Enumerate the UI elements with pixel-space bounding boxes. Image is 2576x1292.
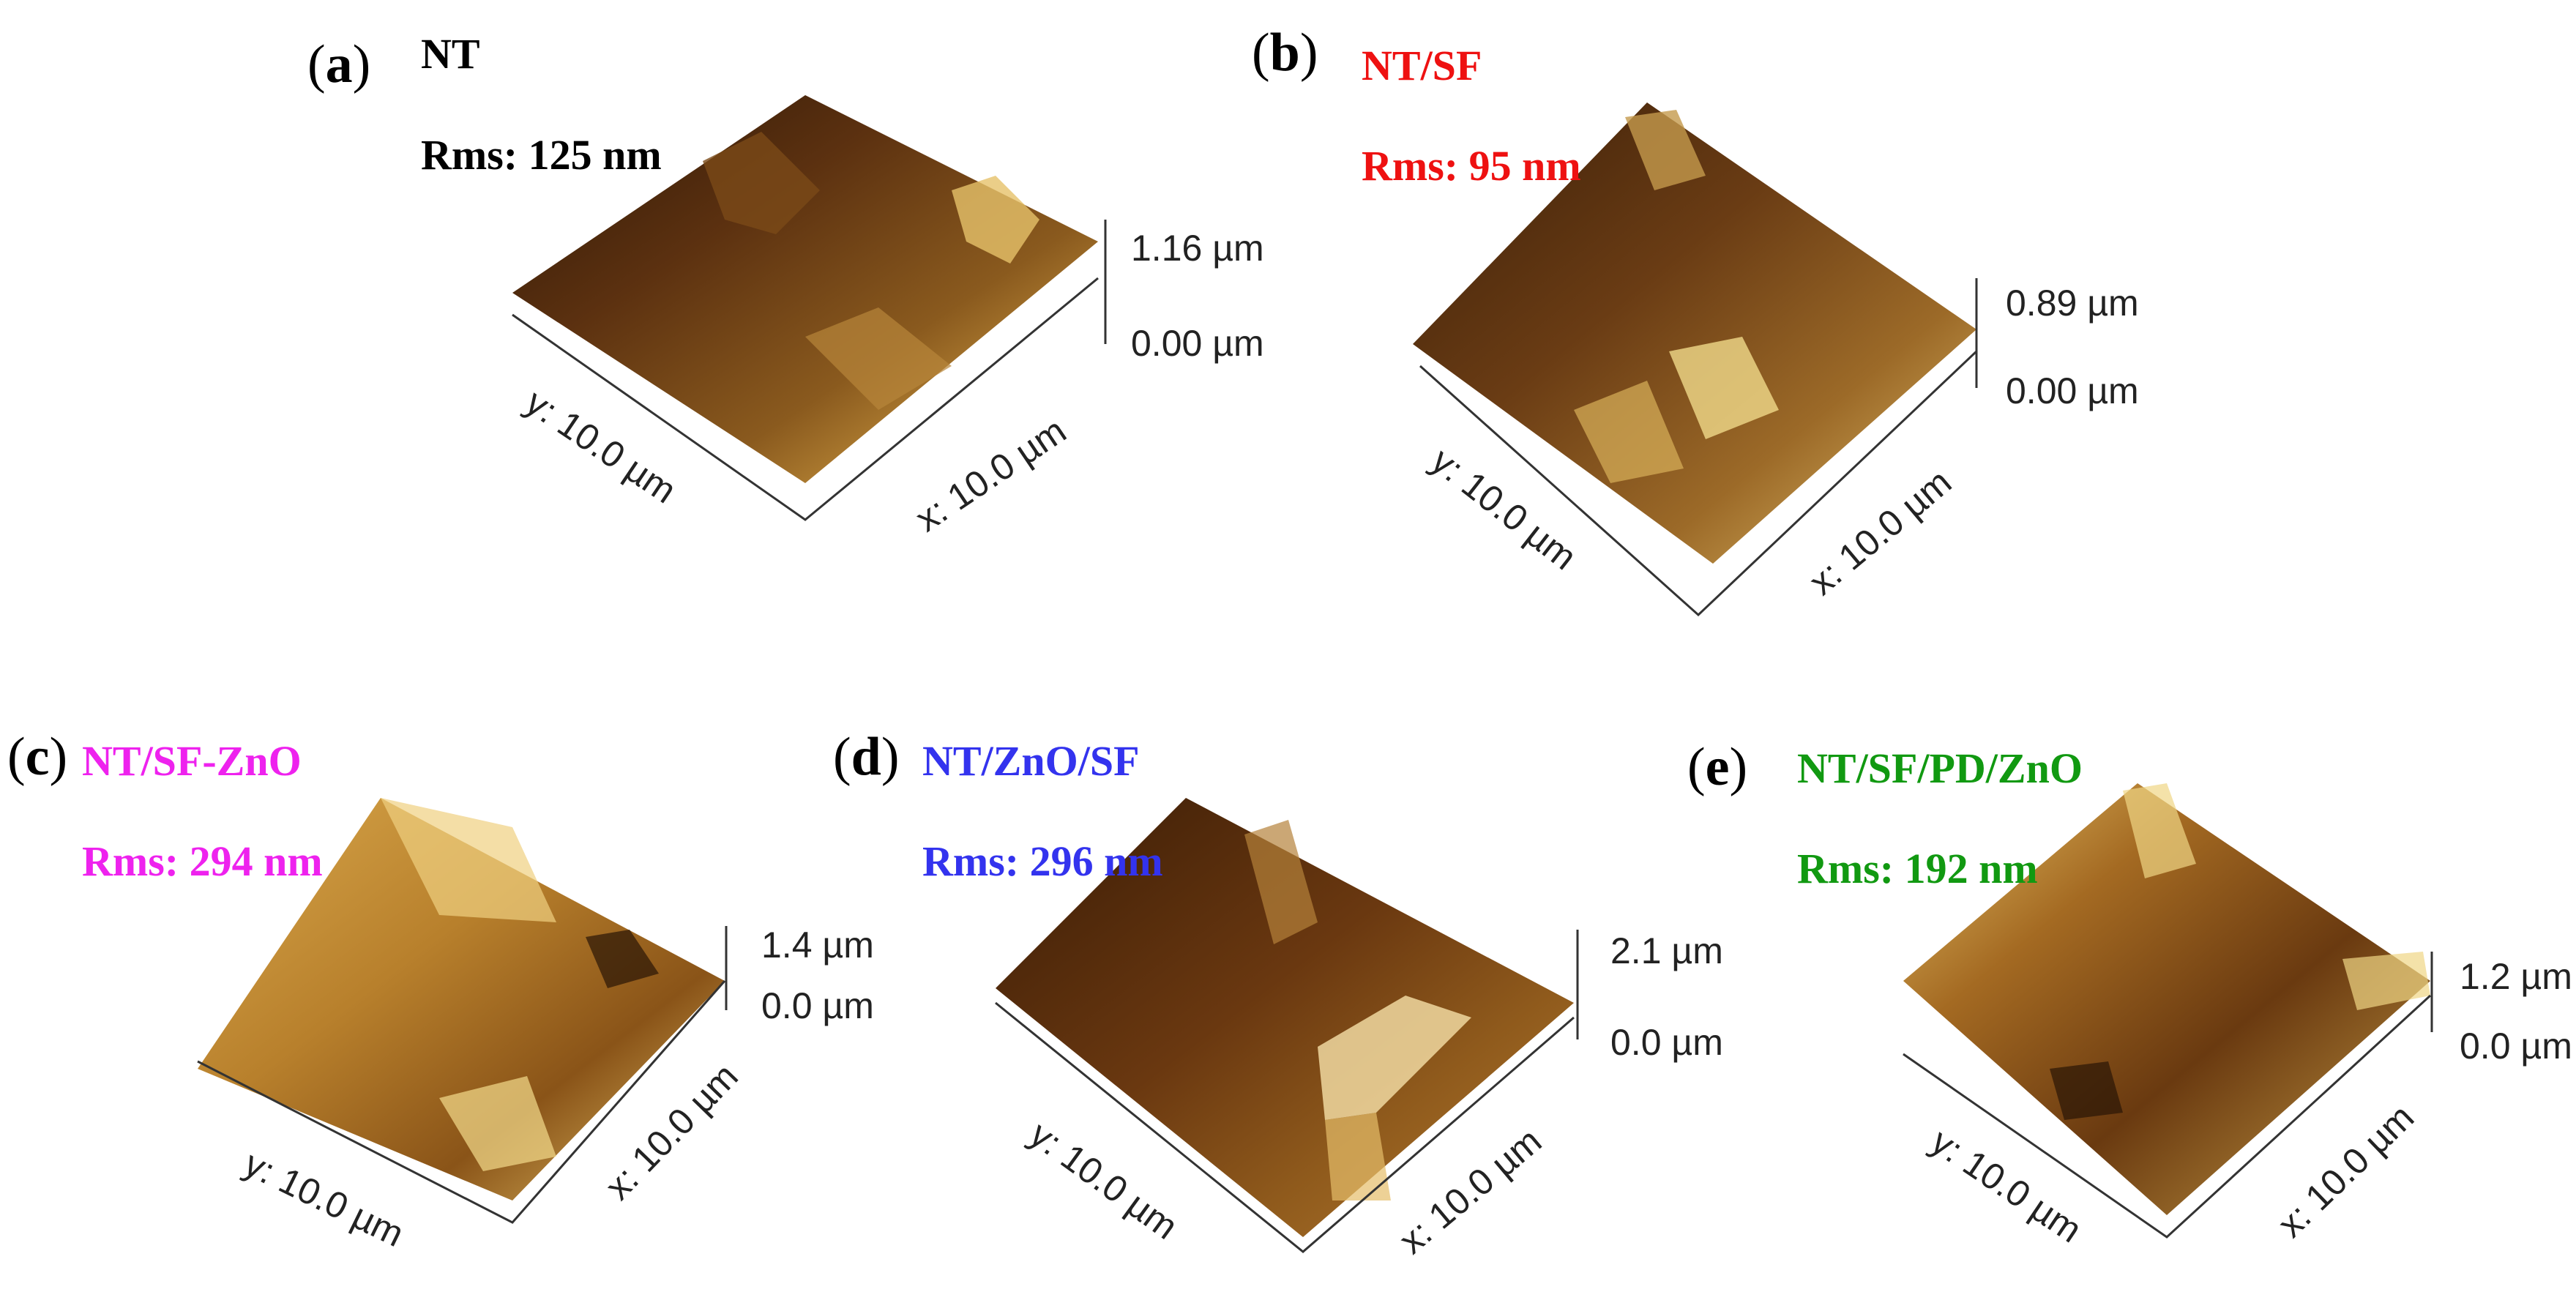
sample-name-d: NT/ZnO/SF (922, 737, 1140, 785)
zmax-a: 1.16 µm (1131, 228, 1264, 269)
panel-letter-b: (b) (1252, 23, 1318, 83)
sample-name-a: NT (421, 30, 480, 78)
zmin-e: 0.0 µm (2460, 1026, 2572, 1067)
panel-letter-e: (e) (1687, 737, 1748, 797)
zmax-e: 1.2 µm (2460, 956, 2572, 997)
zmin-a: 0.00 µm (1131, 323, 1264, 364)
zmin-d: 0.0 µm (1610, 1022, 1723, 1063)
rms-e: Rms: 192 nm (1797, 845, 2038, 892)
sample-name-c: NT/SF-ZnO (82, 737, 302, 785)
sample-name-b: NT/SF (1362, 42, 1482, 89)
panel-letter-a: (a) (307, 34, 371, 94)
zmax-d: 2.1 µm (1610, 930, 1723, 971)
zmax-c: 1.4 µm (761, 925, 874, 966)
zmin-c: 0.0 µm (761, 985, 874, 1026)
rms-c: Rms: 294 nm (82, 837, 323, 885)
rms-a: Rms: 125 nm (421, 131, 662, 179)
rms-b: Rms: 95 nm (1362, 142, 1581, 190)
panel-letter-c: (c) (7, 727, 68, 787)
zmax-b: 0.89 µm (2006, 283, 2139, 324)
zmin-b: 0.00 µm (2006, 370, 2139, 411)
panel-letter-d: (d) (833, 727, 900, 787)
rms-d: Rms: 296 nm (922, 837, 1163, 885)
sample-name-e: NT/SF/PD/ZnO (1797, 744, 2083, 792)
